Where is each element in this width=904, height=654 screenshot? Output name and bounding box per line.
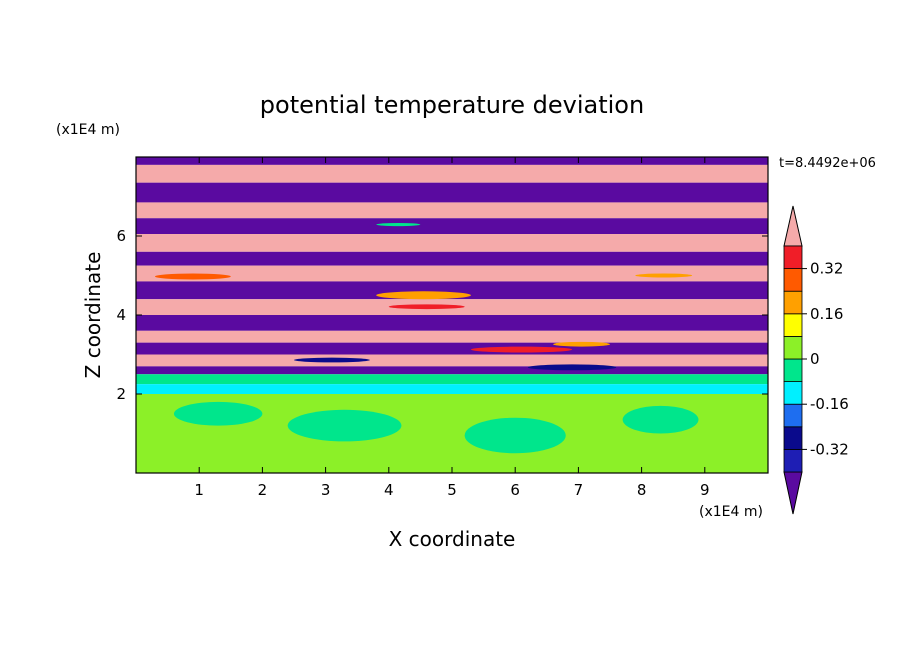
field-band-10 xyxy=(136,315,768,331)
x-tick-label-4: 4 xyxy=(384,481,394,499)
colorbar: 0.32 0.16 0 -0.16 -0.32 xyxy=(783,205,849,515)
colorbar-extend-high xyxy=(783,205,803,247)
x-axis-unit: (x1E4 m) xyxy=(699,504,763,520)
colorbar-swatch-6 xyxy=(783,313,803,337)
time-label: t=8.4492e+06 xyxy=(779,156,876,171)
field-patch-4 xyxy=(553,341,610,347)
y-axis: 2 4 6 xyxy=(116,227,768,403)
y-axis-unit: (x1E4 m) xyxy=(56,122,120,138)
field-band-13 xyxy=(136,354,768,367)
field-patch-2 xyxy=(388,304,465,310)
colorbar-swatch-1 xyxy=(783,426,803,450)
colorbar-swatch-2 xyxy=(783,403,803,428)
colorbar-swatch-7 xyxy=(783,290,803,315)
colorbar-extend-low xyxy=(783,471,803,515)
chart-title: potential temperature deviation xyxy=(260,91,644,119)
field-patch-9 xyxy=(464,417,566,454)
field-band-11 xyxy=(136,330,768,343)
field-band-12 xyxy=(136,342,768,355)
field-band-16 xyxy=(136,384,768,394)
field-patch-7 xyxy=(173,401,263,426)
plot-area xyxy=(136,157,768,473)
field-band-8 xyxy=(136,281,768,300)
field-band-4 xyxy=(136,218,768,235)
field-band-14 xyxy=(136,366,768,375)
field-band-6 xyxy=(136,251,768,266)
field-patch-11 xyxy=(376,222,421,227)
x-tick-label-8: 8 xyxy=(637,481,647,499)
colorbar-swatch-9 xyxy=(783,245,803,270)
y-tick-label-2: 2 xyxy=(116,385,126,403)
x-tick-label-5: 5 xyxy=(447,481,457,499)
field-band-7 xyxy=(136,265,768,282)
x-tick-label-1: 1 xyxy=(194,481,204,499)
field-band-1 xyxy=(136,164,768,183)
field-band-3 xyxy=(136,202,768,219)
field-band-2 xyxy=(136,182,768,203)
colorbar-swatch-4 xyxy=(783,358,803,383)
colorbar-label-1: 0.16 xyxy=(810,305,843,323)
field-band-15 xyxy=(136,374,768,385)
field-patch-3 xyxy=(470,346,573,353)
x-axis: 1 2 3 4 5 6 7 8 9 xyxy=(194,157,710,499)
x-tick-label-7: 7 xyxy=(574,481,584,499)
x-axis-title: X coordinate xyxy=(389,527,516,551)
x-tick-label-9: 9 xyxy=(700,481,710,499)
colorbar-swatch-0 xyxy=(783,448,803,473)
field-patch-8 xyxy=(287,409,402,442)
field-patch-6 xyxy=(527,364,617,371)
x-tick-label-6: 6 xyxy=(510,481,520,499)
colorbar-label-3: -0.16 xyxy=(810,395,849,413)
x-tick-label-3: 3 xyxy=(321,481,331,499)
field-band-5 xyxy=(136,234,768,252)
field-patch-5 xyxy=(294,357,370,363)
y-axis-title: Z coordinate xyxy=(81,252,105,379)
field-patch-10 xyxy=(622,405,699,434)
field-patch-1 xyxy=(376,291,471,300)
x-tick-label-2: 2 xyxy=(258,481,268,499)
colorbar-swatch-5 xyxy=(783,335,803,360)
colorbar-label-0: 0.32 xyxy=(810,260,843,278)
field-patch-12 xyxy=(635,273,693,278)
colorbar-swatch-8 xyxy=(783,268,803,292)
colorbar-label-4: -0.32 xyxy=(810,440,849,458)
y-tick-label-4: 4 xyxy=(116,306,126,324)
colorbar-label-2: 0 xyxy=(810,350,820,368)
colorbar-swatch-3 xyxy=(783,381,803,405)
field-patch-0 xyxy=(154,273,231,280)
y-tick-label-6: 6 xyxy=(116,227,126,245)
